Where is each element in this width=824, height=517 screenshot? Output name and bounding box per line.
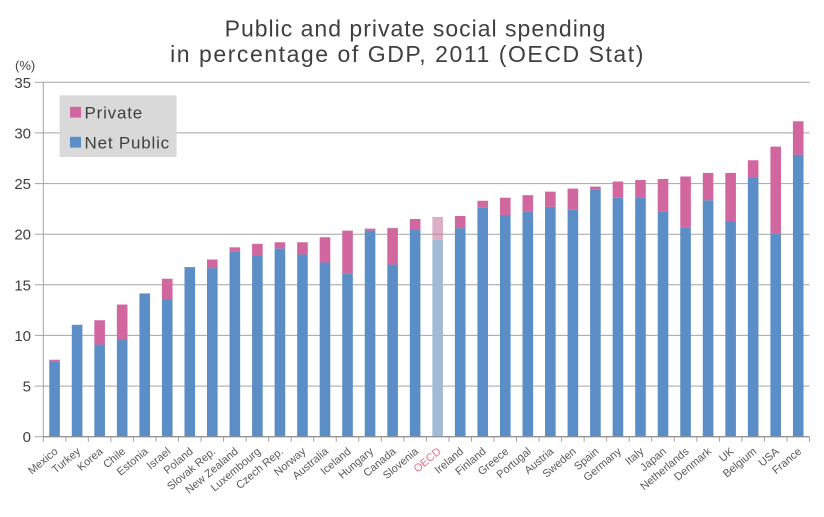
svg-text:Private: Private: [85, 104, 144, 123]
svg-text:0: 0: [23, 429, 31, 446]
svg-text:15: 15: [14, 277, 31, 294]
svg-text:Net Public: Net Public: [85, 134, 170, 153]
svg-text:35: 35: [14, 75, 31, 92]
svg-text:5: 5: [23, 379, 31, 396]
svg-text:10: 10: [14, 328, 31, 345]
svg-text:in percentage of GDP, 2011 (OE: in percentage of GDP, 2011 (OECD Stat): [170, 41, 645, 67]
svg-text:Public and private social spen: Public and private social spending: [225, 16, 607, 42]
svg-text:(%): (%): [15, 58, 35, 73]
svg-text:20: 20: [14, 227, 31, 244]
svg-text:25: 25: [14, 176, 31, 193]
svg-text:30: 30: [14, 125, 31, 142]
